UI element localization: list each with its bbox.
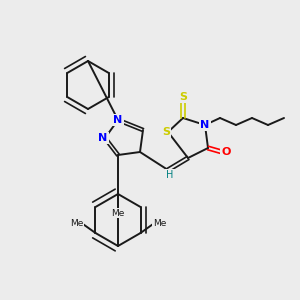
Text: Me: Me (153, 218, 166, 227)
Text: S: S (162, 127, 170, 137)
Text: N: N (200, 120, 210, 130)
Text: N: N (98, 133, 108, 143)
Text: H: H (166, 170, 174, 180)
Text: Me: Me (70, 218, 83, 227)
Text: O: O (221, 147, 231, 157)
Text: Me: Me (111, 208, 125, 217)
Text: S: S (179, 92, 187, 102)
Text: N: N (113, 115, 123, 125)
